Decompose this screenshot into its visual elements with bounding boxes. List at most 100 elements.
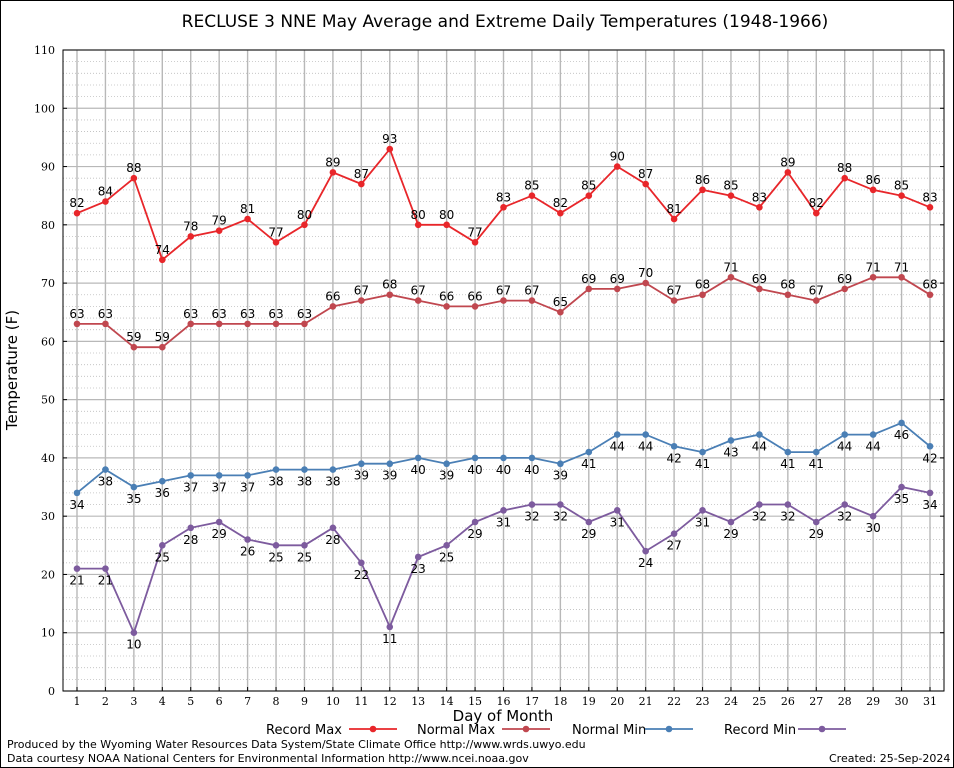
y-tick-label: 50 bbox=[41, 394, 55, 407]
data-label: 37 bbox=[183, 480, 198, 494]
legend-label: Normal Min bbox=[572, 723, 646, 738]
data-point bbox=[613, 163, 621, 170]
x-tick-label: 20 bbox=[610, 695, 624, 708]
data-label: 32 bbox=[837, 510, 852, 524]
data-label: 63 bbox=[69, 307, 84, 321]
data-point bbox=[215, 518, 223, 526]
y-axis-label: Temperature (F) bbox=[3, 310, 21, 431]
data-point bbox=[557, 209, 564, 217]
x-axis-label: Day of Month bbox=[453, 707, 554, 725]
x-tick-label: 30 bbox=[895, 695, 909, 708]
data-label: 44 bbox=[610, 440, 625, 454]
data-point bbox=[841, 174, 848, 182]
data-label: 37 bbox=[240, 480, 255, 494]
data-point bbox=[500, 507, 507, 514]
data-label: 93 bbox=[382, 132, 397, 146]
data-label: 42 bbox=[666, 451, 681, 465]
y-tick-label: 70 bbox=[41, 277, 55, 290]
data-label: 32 bbox=[553, 510, 568, 524]
x-tick-label: 22 bbox=[667, 695, 681, 708]
data-label: 69 bbox=[581, 272, 596, 286]
data-point bbox=[102, 565, 109, 572]
data-label: 63 bbox=[268, 307, 283, 321]
data-point bbox=[756, 285, 763, 293]
data-point bbox=[244, 536, 251, 543]
x-tick-label: 17 bbox=[525, 695, 539, 708]
data-label: 86 bbox=[865, 173, 880, 187]
data-label: 11 bbox=[382, 632, 397, 646]
data-point bbox=[869, 186, 877, 194]
x-tick-label: 1 bbox=[74, 695, 81, 708]
data-label: 38 bbox=[268, 475, 283, 489]
data-label: 85 bbox=[894, 179, 909, 193]
data-label: 77 bbox=[467, 225, 482, 239]
data-label: 89 bbox=[780, 155, 795, 169]
data-point bbox=[187, 233, 195, 240]
data-point bbox=[159, 542, 166, 549]
data-point bbox=[215, 320, 223, 328]
data-point bbox=[699, 186, 706, 194]
x-tick-label: 25 bbox=[752, 695, 766, 708]
data-label: 41 bbox=[780, 457, 795, 471]
data-label: 90 bbox=[610, 150, 625, 164]
data-point bbox=[215, 472, 223, 479]
data-point bbox=[358, 180, 365, 188]
data-point bbox=[244, 320, 251, 328]
data-point bbox=[756, 204, 763, 211]
data-label: 32 bbox=[780, 510, 795, 524]
data-point bbox=[159, 477, 166, 485]
data-point bbox=[898, 192, 905, 199]
data-point bbox=[414, 454, 422, 462]
data-point bbox=[329, 169, 337, 176]
data-label: 81 bbox=[240, 202, 255, 216]
legend-marker bbox=[369, 725, 377, 733]
data-label: 70 bbox=[638, 266, 653, 280]
grid bbox=[63, 49, 944, 692]
data-label: 32 bbox=[524, 510, 539, 524]
data-label: 69 bbox=[752, 272, 767, 286]
data-label: 40 bbox=[467, 463, 482, 477]
data-point bbox=[414, 221, 422, 229]
data-point bbox=[73, 320, 81, 328]
data-label: 69 bbox=[837, 272, 852, 286]
data-label: 85 bbox=[723, 179, 738, 193]
legend-label: Record Min bbox=[724, 723, 796, 738]
data-point bbox=[358, 559, 365, 567]
data-point bbox=[784, 501, 792, 508]
data-label: 88 bbox=[837, 161, 852, 175]
data-point bbox=[613, 507, 621, 514]
x-tick-label: 26 bbox=[781, 695, 795, 708]
data-label: 82 bbox=[553, 196, 568, 210]
data-label: 41 bbox=[581, 457, 596, 471]
data-point bbox=[528, 501, 536, 508]
data-label: 79 bbox=[212, 214, 227, 228]
data-label: 71 bbox=[865, 260, 880, 274]
data-label: 66 bbox=[439, 289, 454, 303]
data-label: 39 bbox=[439, 469, 454, 483]
data-label: 84 bbox=[98, 185, 113, 199]
data-point bbox=[642, 180, 649, 188]
data-label: 68 bbox=[695, 278, 710, 292]
data-label: 78 bbox=[183, 219, 198, 233]
data-point bbox=[613, 431, 621, 438]
series-layer: 82 84 88 74 78 79 81 77 80 89 87 93 80 80 77 83 85 82 85 90… bbox=[69, 132, 937, 652]
data-label: 34 bbox=[69, 498, 84, 512]
data-point bbox=[130, 343, 138, 351]
data-point bbox=[130, 483, 138, 491]
footer-data-courtesy: Data courtesy NOAA National Centers for … bbox=[7, 752, 529, 765]
data-label: 36 bbox=[155, 486, 170, 500]
data-point bbox=[358, 297, 365, 304]
y-tick-label: 10 bbox=[41, 627, 55, 640]
data-label: 29 bbox=[723, 527, 738, 541]
data-label: 27 bbox=[666, 539, 681, 553]
x-tick-label: 12 bbox=[383, 695, 397, 708]
data-point bbox=[471, 303, 479, 310]
legend-label: Normal Max bbox=[417, 723, 495, 738]
data-point bbox=[130, 174, 138, 182]
data-label: 85 bbox=[524, 179, 539, 193]
data-label: 65 bbox=[553, 295, 568, 309]
data-label: 37 bbox=[212, 480, 227, 494]
data-point bbox=[528, 454, 536, 462]
data-label: 25 bbox=[297, 550, 312, 564]
data-label: 77 bbox=[268, 225, 283, 239]
